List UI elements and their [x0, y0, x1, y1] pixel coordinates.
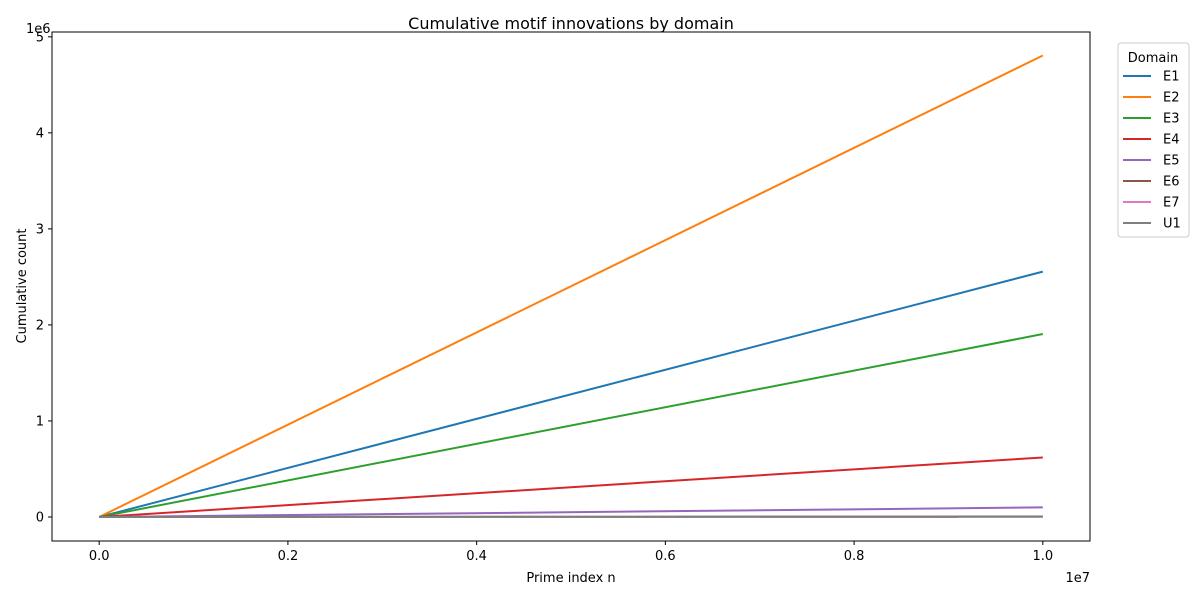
x-tick-label: 1.0: [1032, 549, 1053, 564]
series-line-e3: [98, 333, 1044, 518]
y-tick-label: 1: [36, 414, 44, 429]
legend-label-e6: E6: [1163, 175, 1180, 190]
x-axis: 0.0 0.2 0.4 0.6 0.8 1.0: [89, 541, 1053, 564]
y-axis: 0 1 2 3 4 5: [36, 30, 52, 525]
legend-label-u1: U1: [1163, 217, 1181, 232]
y-axis-label: Cumulative count: [15, 228, 30, 343]
x-axis-label: Prime index n: [526, 571, 615, 586]
y-tick-label: 5: [36, 30, 44, 45]
x-offset-label: 1e7: [1065, 571, 1090, 586]
legend-label-e1: E1: [1163, 70, 1180, 85]
y-tick-label: 0: [36, 510, 44, 525]
legend-title: Domain: [1128, 51, 1178, 66]
legend-label-e4: E4: [1163, 133, 1180, 148]
plot-frame: [51, 31, 1091, 542]
y-offset-label: 1e6: [26, 22, 51, 37]
x-tick-label: 0.8: [844, 549, 865, 564]
legend-label-e7: E7: [1163, 196, 1180, 211]
legend-label-e3: E3: [1163, 112, 1180, 127]
series-line-e5: [99, 506, 1043, 518]
legend-items: E1 E2 E3 E4 E5 E6 E7 U1: [1123, 70, 1181, 232]
legend-label-e5: E5: [1163, 154, 1180, 169]
x-tick-label: 0.2: [278, 549, 299, 564]
chart-title: Cumulative motif innovations by domain: [408, 14, 734, 33]
series-line-e1: [98, 270, 1044, 518]
series-layer: [98, 54, 1044, 518]
series-line-e4: [99, 456, 1043, 518]
series-line-e2: [98, 54, 1044, 518]
legend-label-e2: E2: [1163, 91, 1180, 106]
y-tick-label: 3: [36, 222, 44, 237]
y-tick-label: 4: [36, 126, 44, 141]
legend: Domain E1 E2 E3 E4 E5 E6 E7 U1: [1117, 42, 1190, 238]
x-tick-label: 0.0: [89, 549, 110, 564]
legend-frame: [1117, 42, 1190, 238]
y-tick-label: 2: [36, 318, 44, 333]
x-tick-label: 0.4: [466, 549, 487, 564]
x-tick-label: 0.6: [655, 549, 676, 564]
